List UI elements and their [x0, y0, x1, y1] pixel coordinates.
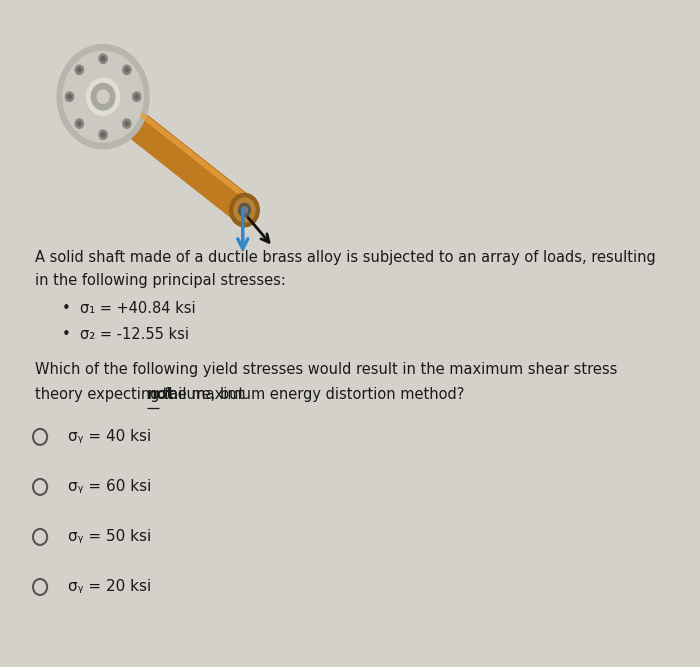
Circle shape	[68, 95, 71, 99]
Text: σᵧ = 50 ksi: σᵧ = 50 ksi	[68, 530, 151, 544]
Circle shape	[102, 133, 105, 137]
Text: σᵧ = 60 ksi: σᵧ = 60 ksi	[68, 480, 151, 494]
Circle shape	[234, 198, 255, 222]
Circle shape	[125, 121, 129, 125]
Circle shape	[125, 68, 129, 72]
Circle shape	[99, 130, 107, 139]
Circle shape	[78, 68, 81, 72]
Polygon shape	[121, 97, 251, 202]
Polygon shape	[108, 97, 252, 222]
Circle shape	[78, 121, 81, 125]
Text: σᵧ = 20 ksi: σᵧ = 20 ksi	[68, 580, 151, 594]
Text: the maximum energy distortion method?: the maximum energy distortion method?	[158, 387, 464, 402]
Circle shape	[63, 51, 144, 142]
Circle shape	[65, 92, 74, 101]
Circle shape	[87, 78, 120, 115]
Circle shape	[241, 207, 248, 213]
Circle shape	[132, 92, 141, 101]
Text: •  σ₁ = +40.84 ksi: • σ₁ = +40.84 ksi	[62, 301, 195, 316]
Circle shape	[75, 65, 83, 75]
Circle shape	[57, 45, 149, 149]
Text: in the following principal stresses:: in the following principal stresses:	[36, 273, 286, 288]
Circle shape	[122, 65, 131, 75]
Circle shape	[99, 54, 107, 63]
Circle shape	[230, 193, 259, 227]
Circle shape	[102, 57, 105, 61]
Text: not: not	[147, 387, 174, 402]
Circle shape	[97, 90, 109, 103]
Text: σᵧ = 40 ksi: σᵧ = 40 ksi	[68, 430, 151, 444]
Text: Which of the following yield stresses would result in the maximum shear stress: Which of the following yield stresses wo…	[36, 362, 617, 376]
Circle shape	[239, 203, 251, 217]
Circle shape	[135, 95, 139, 99]
Text: A solid shaft made of a ductile brass alloy is subjected to an array of loads, r: A solid shaft made of a ductile brass al…	[36, 250, 656, 265]
Circle shape	[75, 119, 83, 128]
Text: •  σ₂ = -12.55 ksi: • σ₂ = -12.55 ksi	[62, 327, 189, 342]
Circle shape	[122, 119, 131, 128]
Circle shape	[91, 83, 115, 110]
Text: theory expecting failure, but: theory expecting failure, but	[36, 387, 249, 402]
